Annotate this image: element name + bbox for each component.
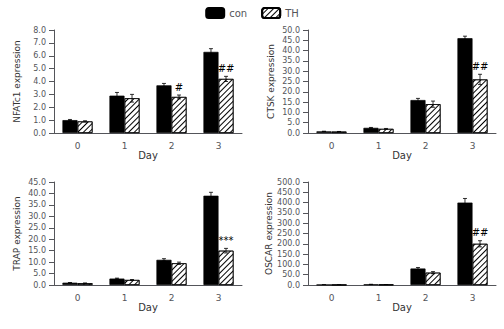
svg-text:2: 2: [169, 293, 175, 303]
svg-text:5.0: 5.0: [287, 118, 300, 127]
svg-text:##: ##: [472, 61, 489, 72]
svg-text:1: 1: [122, 293, 128, 303]
svg-text:35.0: 35.0: [282, 56, 300, 65]
svg-text:0: 0: [329, 293, 335, 303]
svg-text:4.0: 4.0: [33, 77, 46, 86]
svg-text:35.0: 35.0: [28, 200, 46, 209]
svg-text:2: 2: [169, 141, 175, 151]
svg-text:0: 0: [75, 141, 81, 151]
svg-text:OSCAR expression: OSCAR expression: [264, 192, 274, 275]
svg-text:0.0: 0.0: [33, 129, 46, 138]
svg-text:con: con: [229, 8, 247, 19]
svg-text:25.0: 25.0: [28, 223, 46, 232]
svg-text:##: ##: [472, 227, 489, 238]
svg-text:25.0: 25.0: [282, 77, 300, 86]
svg-text:#: #: [175, 82, 183, 93]
svg-text:2: 2: [423, 293, 429, 303]
svg-text:TRAP expression: TRAP expression: [12, 196, 22, 271]
svg-text:400.0: 400.0: [277, 198, 300, 207]
svg-text:6.0: 6.0: [33, 51, 46, 60]
svg-text:Day: Day: [138, 150, 158, 161]
svg-text:250.0: 250.0: [277, 229, 300, 238]
svg-text:450.0: 450.0: [277, 188, 300, 197]
svg-text:Day: Day: [138, 302, 158, 313]
svg-text:150.0: 150.0: [277, 250, 300, 259]
svg-text:15.0: 15.0: [282, 98, 300, 107]
svg-text:0.0: 0.0: [33, 281, 46, 290]
svg-text:8.0: 8.0: [33, 26, 46, 35]
svg-text:5.0: 5.0: [33, 64, 46, 73]
svg-text:0: 0: [75, 293, 81, 303]
svg-text:30.0: 30.0: [282, 67, 300, 76]
svg-text:15.0: 15.0: [28, 246, 46, 255]
svg-text:50.0: 50.0: [282, 270, 300, 279]
svg-text:5.0: 5.0: [33, 269, 46, 278]
svg-text:0.0: 0.0: [287, 129, 300, 138]
svg-text:##: ##: [218, 63, 235, 74]
svg-text:NFATc1 expression: NFATc1 expression: [12, 40, 22, 123]
svg-text:3: 3: [216, 141, 222, 151]
svg-text:2.0: 2.0: [33, 103, 46, 112]
svg-text:1: 1: [376, 141, 382, 151]
svg-text:CTSK expression: CTSK expression: [266, 44, 276, 119]
svg-text:40.0: 40.0: [282, 46, 300, 55]
svg-text:45.0: 45.0: [282, 36, 300, 45]
svg-text:10.0: 10.0: [282, 108, 300, 117]
svg-text:45.0: 45.0: [28, 178, 46, 187]
svg-text:30.0: 30.0: [28, 212, 46, 221]
svg-text:3.0: 3.0: [33, 90, 46, 99]
svg-text:Day: Day: [392, 150, 412, 161]
svg-text:1.0: 1.0: [33, 116, 46, 125]
svg-text:20.0: 20.0: [28, 235, 46, 244]
svg-text:1: 1: [376, 293, 382, 303]
svg-text:3: 3: [470, 141, 476, 151]
svg-text:350.0: 350.0: [277, 208, 300, 217]
svg-text:1: 1: [122, 141, 128, 151]
svg-text:2: 2: [423, 141, 429, 151]
svg-text:300.0: 300.0: [277, 219, 300, 228]
svg-text:***: ***: [219, 235, 234, 246]
svg-text:0: 0: [329, 141, 335, 151]
svg-text:20.0: 20.0: [282, 87, 300, 96]
svg-text:Day: Day: [392, 302, 412, 313]
svg-text:100.0: 100.0: [277, 260, 300, 269]
svg-text:0.0: 0.0: [287, 281, 300, 290]
svg-text:10.0: 10.0: [28, 258, 46, 267]
svg-text:7.0: 7.0: [33, 38, 46, 47]
svg-text:500.0: 500.0: [277, 178, 300, 187]
svg-text:TH: TH: [284, 8, 299, 19]
svg-text:40.0: 40.0: [28, 189, 46, 198]
svg-text:3: 3: [216, 293, 222, 303]
svg-text:200.0: 200.0: [277, 239, 300, 248]
svg-text:50.0: 50.0: [282, 26, 300, 35]
svg-text:3: 3: [470, 293, 476, 303]
